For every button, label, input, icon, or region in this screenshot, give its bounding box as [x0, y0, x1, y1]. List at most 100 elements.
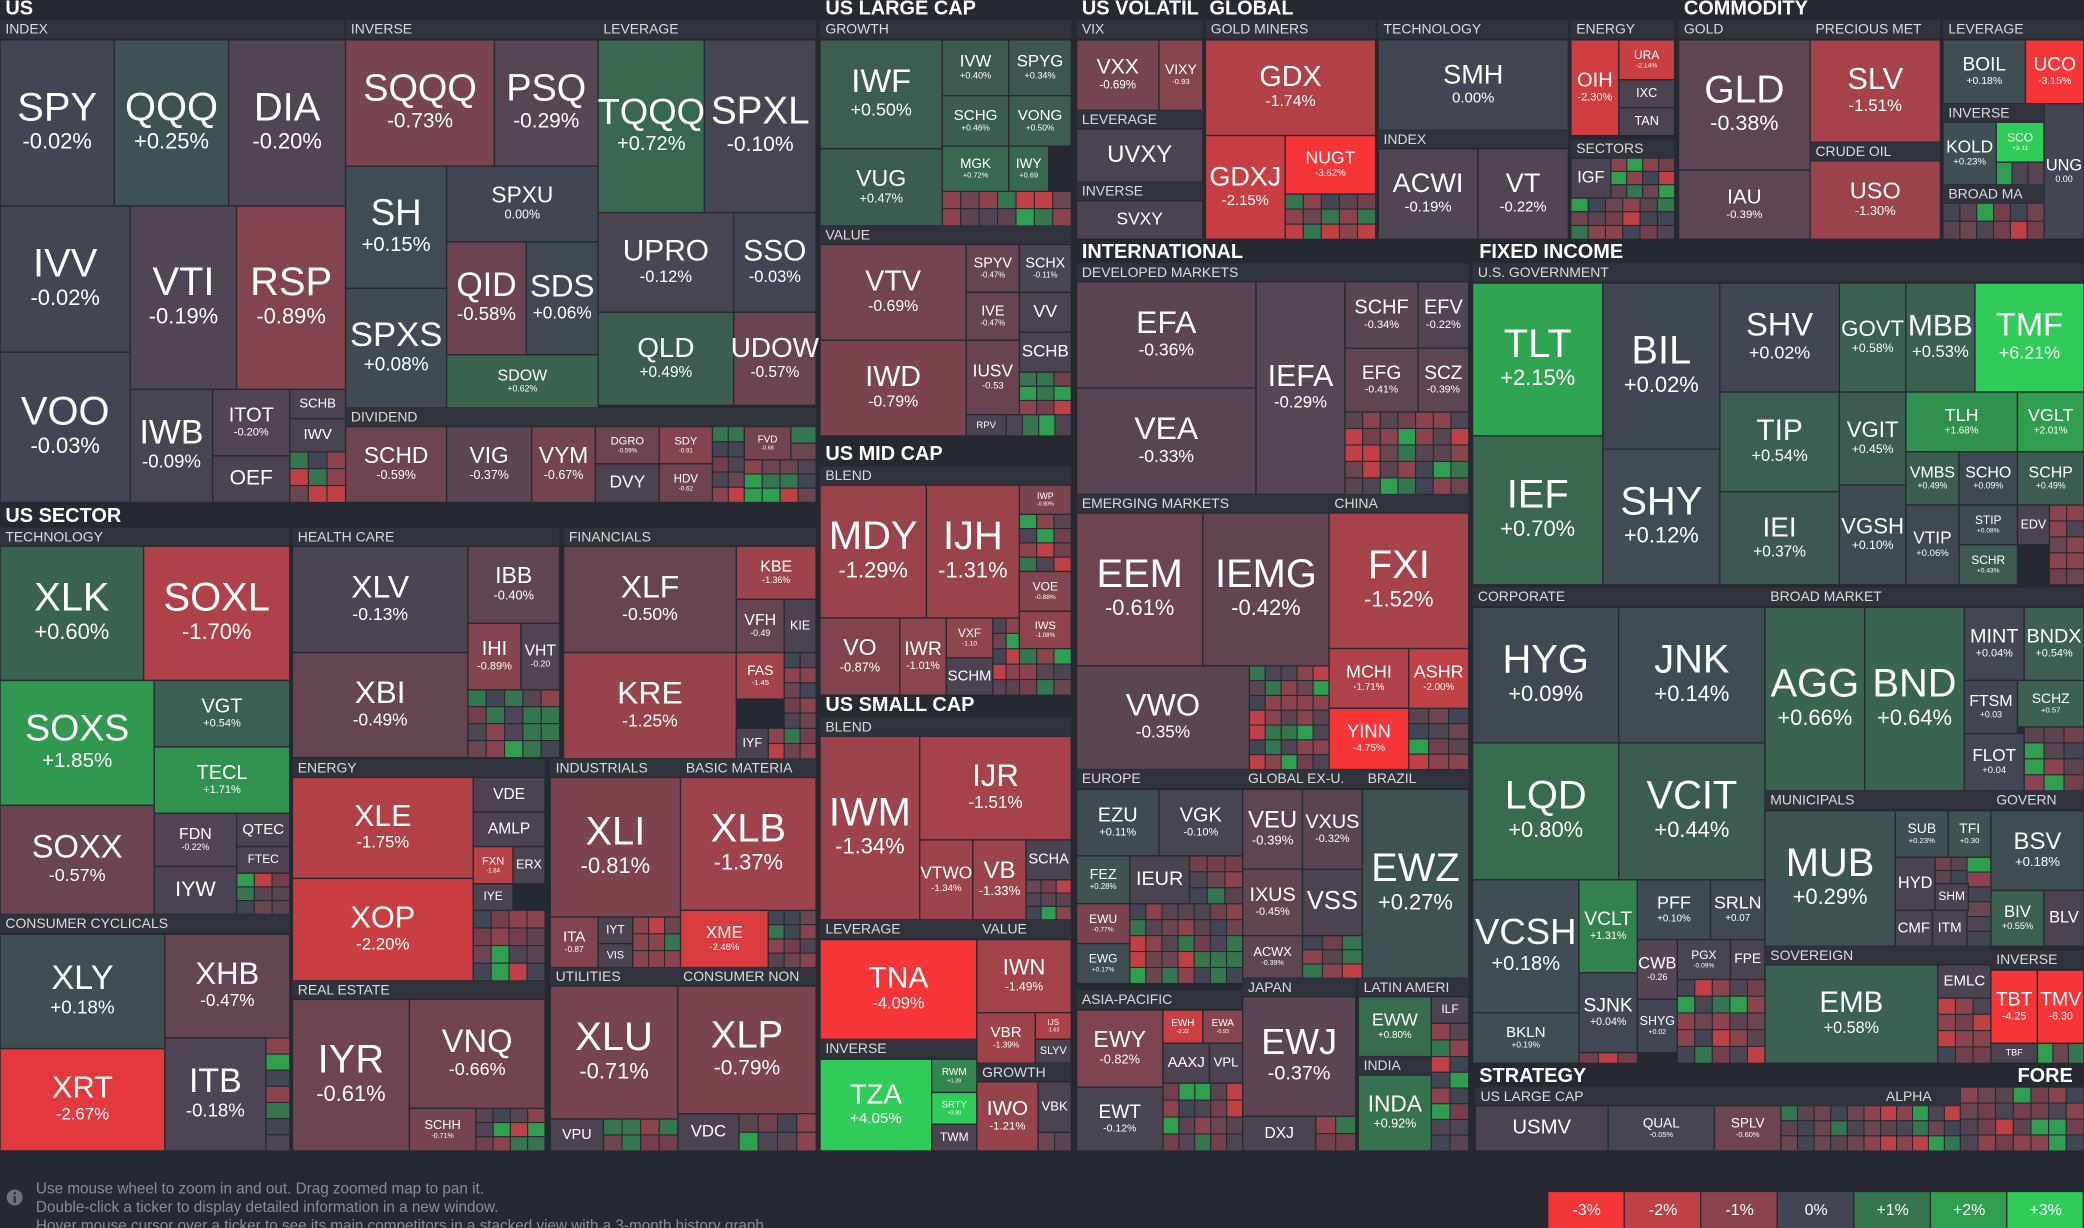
ticker-tile[interactable]: [597, 311, 735, 407]
ticker-tile[interactable]: [1719, 491, 1841, 586]
ticker-tile[interactable]: [1357, 1074, 1433, 1152]
ticker-tile[interactable]: [344, 425, 448, 504]
ticker-tile[interactable]: [1075, 200, 1204, 240]
ticker-tile[interactable]: [1208, 1042, 1244, 1084]
ticker-tile[interactable]: [1618, 742, 1766, 881]
ticker-tile[interactable]: [1328, 647, 1410, 710]
ticker-tile[interactable]: [597, 39, 706, 214]
ticker-tile[interactable]: [1947, 810, 1992, 858]
ticker-tile[interactable]: [1990, 889, 2045, 947]
ticker-tile[interactable]: [235, 845, 291, 874]
ticker-tile[interactable]: [1602, 282, 1721, 450]
ticker-tile[interactable]: [0, 804, 155, 916]
ticker-tile[interactable]: [129, 388, 214, 504]
ticker-tile[interactable]: [597, 211, 735, 313]
ticker-tile[interactable]: [743, 425, 792, 461]
ticker-tile[interactable]: [1719, 391, 1841, 493]
ticker-tile[interactable]: [472, 776, 546, 813]
ticker-tile[interactable]: [1934, 883, 1969, 912]
ticker-tile[interactable]: [1471, 282, 1604, 437]
ticker-tile[interactable]: [0, 1047, 166, 1152]
ticker-tile[interactable]: [2016, 451, 2084, 506]
ticker-tile[interactable]: [1204, 134, 1286, 240]
ticker-tile[interactable]: [1578, 972, 1639, 1054]
ticker-tile[interactable]: [1905, 451, 1960, 506]
ticker-tile[interactable]: [1636, 998, 1678, 1054]
ticker-tile[interactable]: [164, 933, 291, 1039]
ticker-tile[interactable]: [1618, 106, 1676, 137]
ticker-tile[interactable]: [919, 839, 974, 921]
ticker-tile[interactable]: [1075, 855, 1131, 905]
ticker-tile[interactable]: [1719, 282, 1841, 393]
ticker-tile[interactable]: [1075, 39, 1160, 111]
ticker-tile[interactable]: [1129, 855, 1191, 905]
ticker-tile[interactable]: [1162, 1042, 1211, 1084]
ticker-tile[interactable]: [467, 622, 522, 691]
ticker-tile[interactable]: [677, 985, 817, 1115]
ticker-tile[interactable]: [2016, 504, 2051, 546]
ticker-tile[interactable]: [677, 1113, 740, 1152]
ticker-tile[interactable]: [0, 351, 131, 504]
ticker-tile[interactable]: [1607, 1105, 1716, 1152]
ticker-tile[interactable]: [1242, 934, 1304, 979]
ticker-tile[interactable]: [0, 545, 145, 682]
ticker-tile[interactable]: [1477, 148, 1569, 240]
ticker-tile[interactable]: [1618, 39, 1676, 81]
ticker-tile[interactable]: [1075, 387, 1257, 496]
ticker-tile[interactable]: [153, 812, 238, 868]
ticker-tile[interactable]: [1034, 1012, 1072, 1040]
ticker-tile[interactable]: [549, 985, 679, 1120]
ticker-tile[interactable]: [1995, 121, 2045, 163]
ticker-tile[interactable]: [1764, 606, 1866, 792]
ticker-tile[interactable]: [1242, 1115, 1317, 1152]
ticker-tile[interactable]: [1894, 810, 1950, 858]
ticker-tile[interactable]: [594, 463, 660, 504]
ticker-tile[interactable]: [1990, 969, 2039, 1044]
ticker-tile[interactable]: [153, 679, 291, 748]
ticker-tile[interactable]: [1357, 996, 1433, 1058]
ticker-tile[interactable]: [658, 463, 714, 504]
ticker-tile[interactable]: [408, 1107, 477, 1152]
ticker-tile[interactable]: [0, 933, 166, 1050]
ticker-tile[interactable]: [235, 812, 291, 848]
ticker-tile[interactable]: [1242, 788, 1304, 870]
ticker-tile[interactable]: [1474, 1105, 1609, 1152]
ticker-tile[interactable]: [467, 545, 561, 624]
ticker-tile[interactable]: [819, 39, 943, 150]
ticker-tile[interactable]: [445, 354, 599, 409]
ticker-tile[interactable]: [931, 1123, 978, 1152]
ticker-tile[interactable]: [965, 243, 1021, 294]
ticker-tile[interactable]: [1301, 788, 1363, 870]
ticker-tile[interactable]: [1008, 95, 1072, 147]
ticker-tile[interactable]: [1075, 281, 1257, 389]
ticker-tile[interactable]: [1018, 484, 1072, 515]
ticker-tile[interactable]: [1242, 868, 1304, 937]
ticker-tile[interactable]: [783, 598, 817, 654]
ticker-tile[interactable]: [512, 845, 546, 885]
ticker-tile[interactable]: [679, 776, 817, 912]
ticker-tile[interactable]: [1037, 1081, 1072, 1133]
ticker-tile[interactable]: [658, 425, 714, 465]
ticker-tile[interactable]: [1636, 938, 1678, 1001]
ticker-tile[interactable]: [408, 998, 546, 1110]
ticker-tile[interactable]: [344, 39, 496, 167]
ticker-tile[interactable]: [735, 545, 817, 601]
ticker-tile[interactable]: [819, 617, 901, 696]
ticker-tile[interactable]: [1025, 839, 1072, 881]
ticker-tile[interactable]: [212, 388, 291, 457]
ticker-tile[interactable]: [925, 484, 1021, 619]
ticker-tile[interactable]: [1075, 512, 1204, 667]
ticker-tile[interactable]: [1990, 1042, 2039, 1064]
ticker-tile[interactable]: [520, 622, 561, 691]
ticker-tile[interactable]: [1942, 39, 2027, 105]
ticker-tile[interactable]: [289, 417, 347, 453]
ticker-tile[interactable]: [965, 413, 1007, 437]
ticker-tile[interactable]: [445, 241, 528, 356]
ticker-tile[interactable]: [899, 617, 947, 696]
ticker-tile[interactable]: [212, 455, 291, 504]
ticker-tile[interactable]: [549, 1118, 605, 1152]
ticker-tile[interactable]: [2036, 969, 2084, 1044]
ticker-tile[interactable]: [1417, 281, 1470, 349]
ticker-tile[interactable]: [1618, 606, 1766, 744]
ticker-tile[interactable]: [1018, 291, 1072, 333]
